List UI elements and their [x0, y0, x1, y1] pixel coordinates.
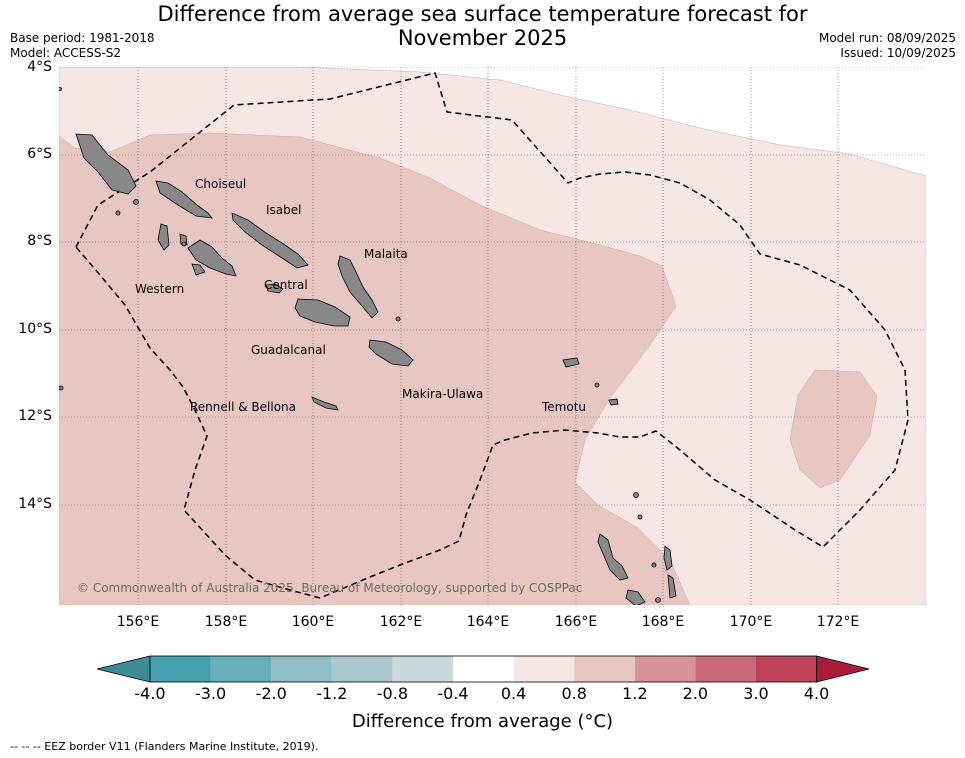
- lon-label-166e: 166°E: [554, 614, 598, 630]
- place-labels: Choiseul Isabel Malaita Western Central …: [135, 177, 586, 414]
- label-makira-ulawa: Makira-Ulawa: [402, 387, 483, 401]
- island-malaita: [337, 255, 379, 319]
- colorbar-segment: [150, 656, 211, 682]
- colorbar-tick: -1.2: [316, 684, 348, 703]
- colorbar: [96, 655, 870, 683]
- colorbar-tick: 0.8: [561, 684, 587, 703]
- lat-label-4s: 4°S: [27, 59, 52, 75]
- island-santa-cruz: [562, 357, 580, 368]
- eez-border: [75, 72, 909, 599]
- label-central: Central: [264, 278, 308, 292]
- title-line-2: November 2025: [397, 26, 568, 50]
- colorbar-tick: 3.0: [743, 684, 769, 703]
- lat-label-8s: 8°S: [27, 233, 52, 249]
- colorbar-segment: [392, 656, 453, 682]
- colorbar-over-arrow: [816, 655, 870, 683]
- lat-label-6s: 6°S: [27, 146, 52, 162]
- island-vanikoro: [608, 398, 619, 406]
- model-run-text: Model run: 08/09/2025: [818, 31, 956, 45]
- land-areas: [59, 87, 677, 605]
- island-isabel: [231, 212, 309, 269]
- label-western: Western: [135, 282, 184, 296]
- chart-title: Difference from average sea surface temp…: [0, 2, 965, 50]
- island-new-georgia: [187, 239, 237, 277]
- label-isabel: Isabel: [266, 203, 301, 217]
- island-ambae: [663, 545, 673, 571]
- island-makira: [368, 339, 414, 367]
- island-shortland: [155, 180, 213, 219]
- island-rendova: [191, 263, 206, 276]
- lat-label-14s: 14°S: [18, 496, 52, 512]
- lon-label-160e: 160°E: [291, 614, 335, 630]
- label-rennell-bellona: Rennell & Bellona: [190, 400, 296, 414]
- issued-text: Issued: 10/09/2025: [840, 46, 956, 60]
- island-florida: [265, 283, 284, 294]
- colorbar-under-arrow: [96, 655, 151, 683]
- label-choiseul: Choiseul: [195, 177, 246, 191]
- island-choiseul: [75, 133, 137, 195]
- colorbar-segment: [513, 656, 575, 682]
- colorbar-segment: [574, 656, 635, 682]
- label-temotu: Temotu: [541, 400, 586, 414]
- lon-label-168e: 168°E: [641, 614, 685, 630]
- anomaly-region-medium: [59, 132, 691, 605]
- label-malaita: Malaita: [364, 247, 408, 261]
- model-info: Base period: 1981-2018 Model: ACCESS-S2: [10, 31, 155, 61]
- colorbar-segment: [453, 656, 514, 682]
- lon-label-158e: 158°E: [204, 614, 248, 630]
- colorbar-segment: [756, 656, 817, 682]
- base-period-text: Base period: 1981-2018: [10, 31, 155, 45]
- colorbar-tick: 2.0: [682, 684, 709, 703]
- colorbar-tick: -2.0: [255, 684, 287, 703]
- lon-label-162e: 162°E: [379, 614, 423, 630]
- lon-label-156e: 156°E: [116, 614, 160, 630]
- colorbar-tick: -4.0: [134, 684, 166, 703]
- colorbar-segment: [210, 656, 272, 682]
- copyright-text: © Commonwealth of Australia 2025, Bureau…: [77, 581, 582, 595]
- island-guadalcanal: [294, 298, 351, 327]
- anomaly-region-east: [789, 369, 878, 489]
- colorbar-tick: 4.0: [803, 684, 830, 703]
- lat-label-12s: 12°S: [18, 408, 52, 424]
- lat-label-10s: 10°S: [18, 321, 52, 337]
- colorbar-segment: [695, 656, 756, 682]
- colorbar-segment: [634, 656, 696, 682]
- lon-label-164e: 164°E: [466, 614, 510, 630]
- island-vella-lavella: [157, 223, 170, 251]
- title-line-1: Difference from average sea surface temp…: [157, 2, 808, 26]
- colorbar-segment: [331, 656, 393, 682]
- island-malekula: [625, 589, 646, 605]
- eez-legend-note: -- -- -- EEZ border V11 (Flanders Marine…: [10, 740, 319, 753]
- lon-label-170e: 170°E: [729, 614, 773, 630]
- colorbar-title: Difference from average (°C): [351, 711, 614, 732]
- island-pentecost: [667, 574, 677, 599]
- island-espiritu-santo: [597, 533, 629, 581]
- model-text: Model: ACCESS-S2: [10, 46, 122, 60]
- island-rennell: [311, 396, 339, 411]
- colorbar-tick: 0.4: [500, 684, 527, 703]
- colorbar-segment: [271, 656, 332, 682]
- colorbar-tick: -0.8: [376, 684, 408, 703]
- colorbar-tick: 1.2: [622, 684, 648, 703]
- colorbar-tick: -3.0: [194, 684, 227, 703]
- run-info: Model run: 08/09/2025 Issued: 10/09/2025: [819, 31, 956, 61]
- colorbar-tick: -0.4: [437, 684, 469, 703]
- lon-label-172e: 172°E: [816, 614, 860, 630]
- label-guadalcanal: Guadalcanal: [251, 343, 326, 357]
